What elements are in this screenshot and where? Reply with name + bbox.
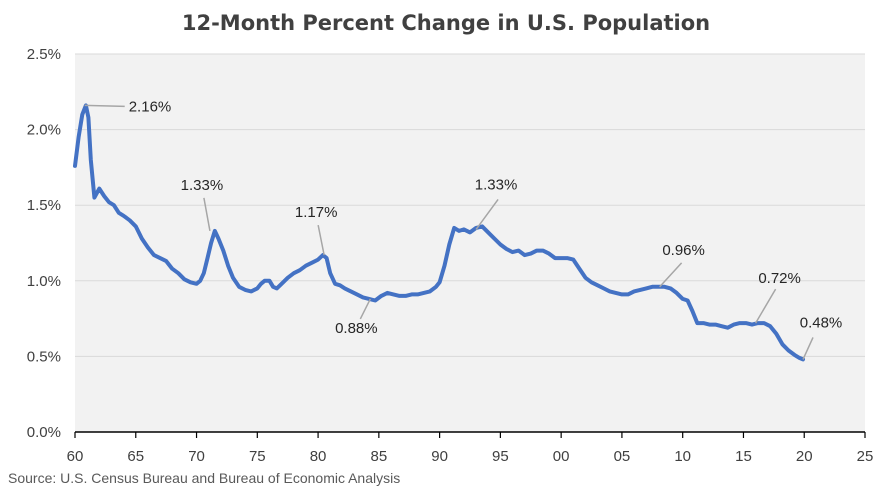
annotation-leader xyxy=(802,337,814,360)
x-tick-label: 20 xyxy=(796,448,813,465)
annotation-leader xyxy=(475,198,499,230)
x-tick-label: 60 xyxy=(67,448,84,465)
grid-layer xyxy=(75,53,865,357)
x-tick-label: 10 xyxy=(674,448,691,465)
x-tick-label: 75 xyxy=(249,448,266,465)
annotation: 0.48% xyxy=(800,314,843,360)
y-tick-label: 0.0% xyxy=(27,424,61,441)
x-tick-label: 90 xyxy=(431,448,448,465)
chart-title: 12-Month Percent Change in U.S. Populati… xyxy=(182,11,710,35)
population-growth-line xyxy=(73,103,805,362)
annotation-leader xyxy=(754,288,777,324)
y-tick-label: 0.5% xyxy=(27,348,61,365)
annotation: 1.33% xyxy=(181,177,224,232)
annotation-leader xyxy=(84,104,125,108)
annotation-leader xyxy=(359,298,372,320)
annotation-label: 0.48% xyxy=(800,314,843,331)
x-tick-label: 95 xyxy=(492,448,509,465)
x-tick-label: 65 xyxy=(127,448,144,465)
annotation-label: 1.33% xyxy=(181,177,224,194)
annotation-label: 0.96% xyxy=(662,242,705,259)
x-tick-label: 15 xyxy=(735,448,752,465)
annotation: 0.96% xyxy=(659,242,705,288)
y-tick-label: 2.0% xyxy=(27,122,61,139)
source-note: Source: U.S. Census Bureau and Bureau of… xyxy=(8,470,400,486)
x-tick-label: 25 xyxy=(857,448,874,465)
annotation: 2.16% xyxy=(84,98,172,115)
plot-area xyxy=(75,54,865,432)
annotation: 1.33% xyxy=(475,176,518,230)
annotation-leader xyxy=(317,224,325,256)
annotation-leader xyxy=(203,197,211,232)
annotation-layer: 2.16% 1.33% 1.17% 0.88% 1.33% 0.96% 0.72% 0.48% xyxy=(84,98,843,360)
annotation-label: 0.88% xyxy=(335,320,378,337)
annotation: 0.72% xyxy=(754,270,801,324)
annotation-label: 1.33% xyxy=(475,176,518,193)
x-tick-label: 00 xyxy=(553,448,570,465)
annotation: 0.88% xyxy=(335,298,378,337)
annotation: 1.17% xyxy=(295,204,338,256)
y-tick-label: 1.0% xyxy=(27,273,61,290)
y-tick-label: 2.5% xyxy=(27,46,61,63)
axis-layer: 0.0% 0.5% 1.0% 1.5% 2.0% 2.5% 60 65 70 75 80 85 90 95… xyxy=(27,46,874,465)
x-tick-label: 85 xyxy=(371,448,388,465)
series-layer xyxy=(73,103,805,362)
x-tick-label: 80 xyxy=(310,448,327,465)
x-tick-label: 70 xyxy=(188,448,205,465)
annotation-label: 1.17% xyxy=(295,204,338,221)
x-tick-label: 05 xyxy=(614,448,631,465)
y-tick-label: 1.5% xyxy=(27,197,61,214)
annotation-label: 0.72% xyxy=(758,270,801,287)
annotation-label: 2.16% xyxy=(129,98,172,115)
annotation-leader xyxy=(659,262,683,288)
